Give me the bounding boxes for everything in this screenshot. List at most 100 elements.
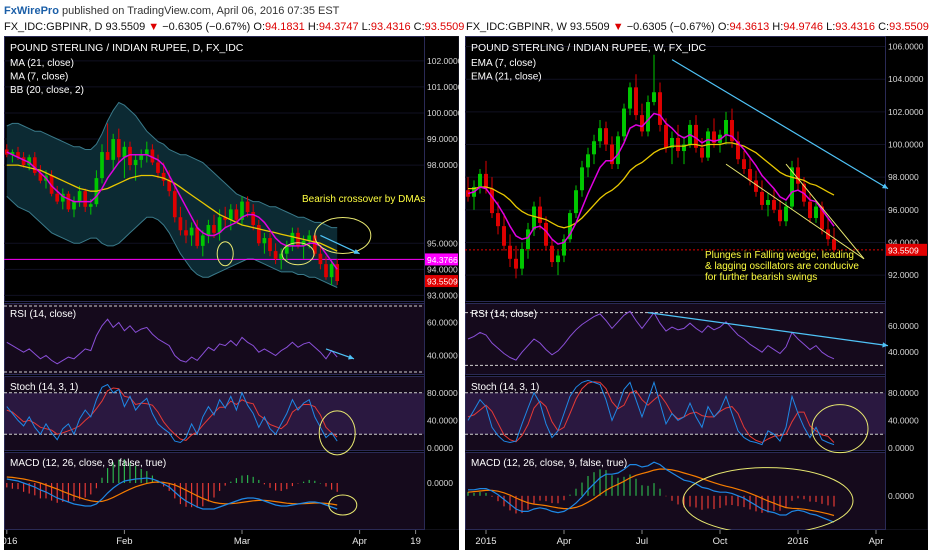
- candle-body: [796, 167, 800, 184]
- wedge-upper-line: [785, 163, 865, 260]
- macd-histogram-bar: [140, 468, 142, 483]
- price-tick-label: 100.0000: [427, 108, 459, 118]
- candle-body: [111, 139, 116, 160]
- time-tick-label: Mar: [234, 536, 250, 547]
- symbol-header-right: FX_IDC:GBPINR, W 93.5509 ▼ −0.6305 (−0.6…: [466, 21, 929, 33]
- candle-body: [27, 157, 32, 166]
- candle-body: [200, 235, 205, 246]
- high-value: 94.3747: [318, 21, 359, 33]
- annotation-text: Plunges in Falling wedge, leading & laggi…: [705, 250, 859, 283]
- candle-body: [72, 201, 76, 210]
- rsi-label: RSI (14, close): [471, 309, 537, 320]
- macd-histogram-bar: [515, 495, 517, 514]
- trend-arrow-head: [353, 249, 360, 254]
- stoch-ellipse: [318, 410, 356, 456]
- stoch-tick-label: 0.0000: [427, 443, 453, 453]
- macd-histogram-bar: [325, 483, 327, 487]
- candle-body: [616, 136, 620, 165]
- candle-body: [256, 225, 261, 244]
- ma7-line: [6, 151, 338, 270]
- macd-histogram-bar: [821, 495, 823, 504]
- annotation-line: Bearish crossover by DMAs: [302, 194, 425, 205]
- weekly-chart-svg[interactable]: 106.0000 104.0000 102.0000 100.0000 98.0000 9…: [465, 36, 928, 550]
- stoch-band-fill: [466, 392, 885, 435]
- time-tick-label: Oct: [713, 536, 728, 547]
- daily-chart[interactable]: 102.0000 101.0000 100.0000 99.0000 98.0000 95…: [4, 36, 459, 550]
- annotation-line: for further bearish swings: [705, 272, 817, 283]
- macd-histogram-bar: [118, 459, 120, 483]
- macd-histogram-bar: [497, 495, 499, 502]
- macd-histogram-bar: [815, 495, 817, 502]
- symbol-label[interactable]: FX_IDC:GBPINR, D: [4, 21, 103, 33]
- price-tick-label: 106.0000: [888, 42, 924, 52]
- candle-body: [634, 87, 638, 116]
- macd-histogram-bar: [291, 483, 293, 487]
- symbol-label[interactable]: FX_IDC:GBPINR, W: [466, 21, 567, 33]
- macd-histogram-bar: [785, 495, 787, 508]
- macd-histogram-bar: [286, 483, 288, 490]
- time-tick-label: Apr: [869, 536, 884, 547]
- price-tick-label: 92.0000: [888, 270, 919, 280]
- candle-body: [784, 206, 788, 222]
- macd-histogram-bar: [252, 476, 254, 483]
- rsi-tick-label: 40.0000: [427, 351, 458, 361]
- candle-body: [77, 191, 82, 202]
- brand-name[interactable]: FxWirePro: [4, 5, 59, 17]
- macd-histogram-bar: [275, 483, 277, 491]
- macd-histogram-bar: [90, 483, 92, 495]
- rsi-line: [6, 318, 338, 365]
- candle-body: [245, 201, 250, 212]
- macd-histogram-bar: [473, 492, 475, 496]
- symbol-header-left: FX_IDC:GBPINR, D 93.5509 ▼ −0.6305 (−0.6…: [4, 21, 465, 33]
- daily-chart-svg[interactable]: 102.0000 101.0000 100.0000 99.0000 98.0000 95…: [4, 36, 459, 550]
- rsi-arrow-head: [348, 354, 354, 360]
- highlight-ellipse: [216, 241, 234, 267]
- macd-histogram-bar: [491, 495, 493, 497]
- macd-histogram-bar: [485, 492, 487, 496]
- candle-body: [234, 209, 239, 220]
- candle-body: [814, 206, 818, 218]
- macd-histogram-bar: [112, 462, 114, 483]
- candle-body: [139, 154, 144, 160]
- stoch-k-line: [467, 379, 835, 446]
- macd-histogram-bar: [719, 495, 721, 508]
- macd-histogram-bar: [797, 495, 799, 499]
- candle-body: [544, 222, 548, 246]
- close-value: 93.5509: [424, 21, 465, 33]
- candle-body: [172, 191, 177, 218]
- macd-histogram-bar: [659, 488, 661, 496]
- candle-body: [658, 92, 662, 125]
- macd-histogram-bar: [605, 470, 607, 496]
- macd-histogram-bar: [641, 485, 643, 496]
- time-axis-background: [4, 530, 459, 550]
- macd-histogram-bar: [314, 480, 316, 483]
- macd-histogram-bar: [617, 477, 619, 496]
- candle-body: [538, 206, 542, 223]
- candle-body: [296, 232, 300, 246]
- candle-body: [284, 245, 289, 254]
- publish-line: FxWirePro published on TradingView.com, …: [4, 4, 339, 18]
- candle-body: [228, 209, 233, 220]
- macd-histogram-bar: [503, 495, 505, 507]
- candle-body: [760, 191, 764, 205]
- price-tick-label: 93.0000: [427, 290, 458, 300]
- macd-histogram-bar: [73, 483, 75, 502]
- macd-histogram-bar: [101, 477, 103, 483]
- bollinger-upper-line: [6, 101, 338, 229]
- macd-histogram-bar: [749, 495, 751, 510]
- price-change: −0.6305 (−0.67%): [162, 21, 251, 33]
- trend-arrow-head: [882, 183, 888, 189]
- macd-histogram-bar: [479, 491, 481, 496]
- pane-frame: [465, 36, 886, 302]
- weekly-chart[interactable]: 106.0000 104.0000 102.0000 100.0000 98.0000 9…: [465, 36, 928, 550]
- macd-histogram-bar: [129, 462, 131, 483]
- macd-histogram-bar: [51, 483, 53, 501]
- chart-title: POUND STERLING / INDIAN RUPEE, W, FX_IDC: [471, 42, 707, 54]
- macd-histogram-bar: [230, 481, 232, 483]
- macd-histogram-bar: [84, 483, 86, 498]
- macd-histogram-bar: [539, 495, 541, 501]
- macd-histogram-bar: [701, 495, 703, 510]
- legend-entry: BB (20, close, 2): [10, 85, 84, 96]
- price-tick-label: 102.0000: [427, 56, 459, 66]
- stoch-ellipse: [811, 404, 869, 454]
